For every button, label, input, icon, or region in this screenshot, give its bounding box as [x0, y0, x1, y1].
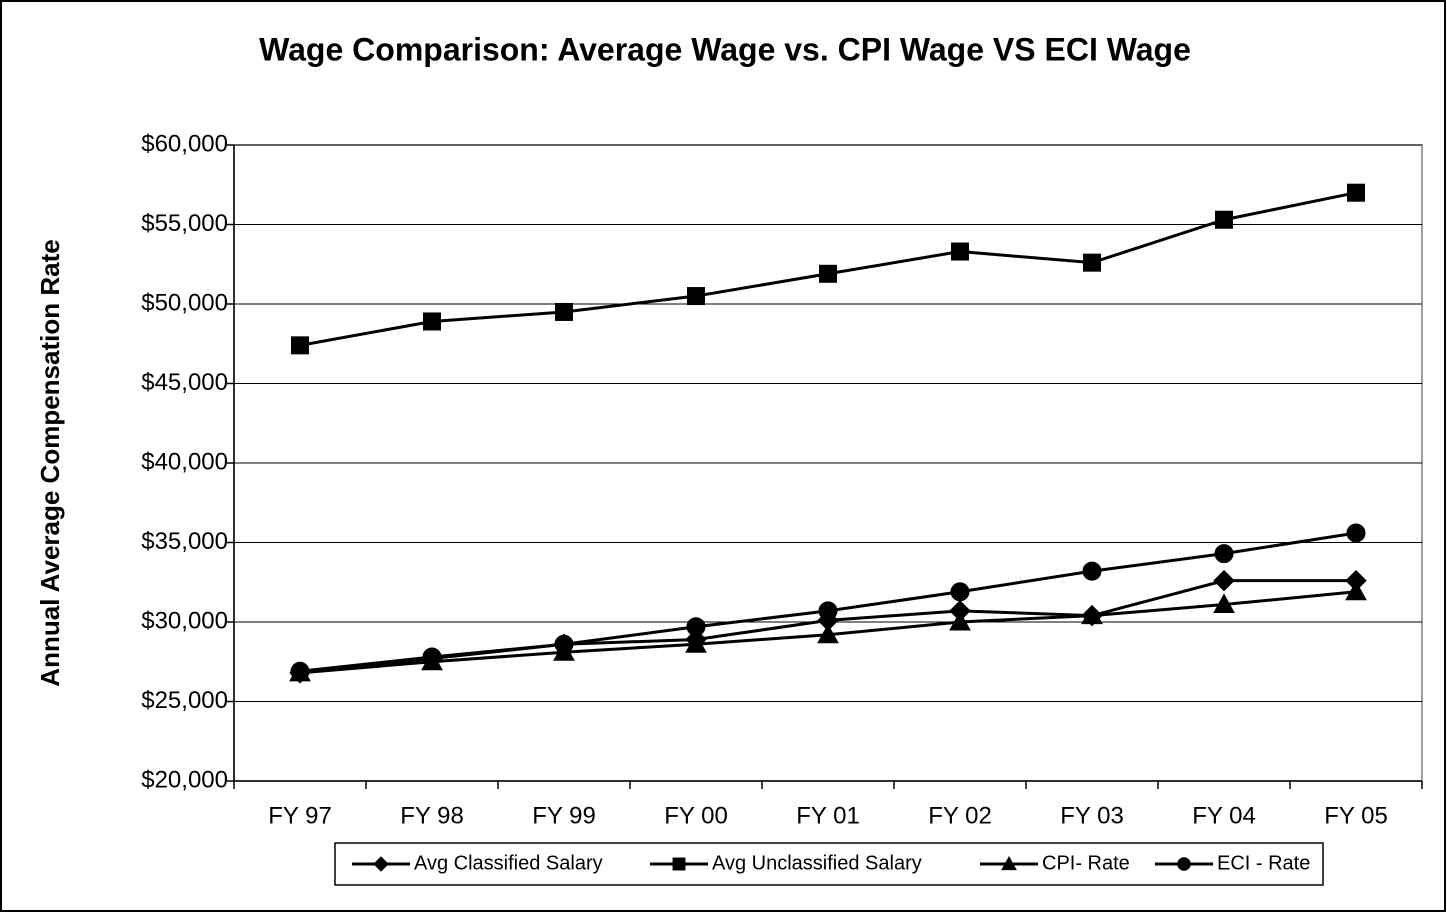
- y-tick-label: $20,000: [141, 766, 228, 793]
- y-tick-label: $60,000: [141, 130, 228, 157]
- marker: [1345, 580, 1367, 601]
- y-tick-label: $50,000: [141, 289, 228, 316]
- legend-label: CPI- Rate: [1042, 852, 1130, 874]
- marker: [1213, 569, 1235, 592]
- marker: [686, 617, 706, 637]
- marker: [1001, 855, 1017, 871]
- marker: [685, 633, 707, 653]
- marker: [554, 634, 574, 654]
- marker: [291, 336, 309, 355]
- x-tick-label: FY 98: [400, 802, 464, 829]
- x-tick-label: FY 01: [796, 802, 860, 829]
- marker: [290, 661, 310, 681]
- marker: [672, 857, 686, 871]
- marker: [950, 582, 970, 602]
- x-tick-label: FY 00: [664, 802, 728, 829]
- x-tick-label: FY 02: [928, 802, 992, 829]
- legend-label: Avg Unclassified Salary: [712, 852, 922, 874]
- marker: [423, 312, 441, 331]
- marker: [1214, 544, 1234, 564]
- marker: [819, 264, 837, 283]
- marker: [1213, 593, 1235, 614]
- chart-title: Wage Comparison: Average Wage vs. CPI Wa…: [259, 31, 1191, 67]
- marker: [817, 623, 839, 644]
- marker: [1083, 253, 1101, 272]
- y-tick-label: $30,000: [141, 607, 228, 634]
- marker: [422, 647, 442, 667]
- marker: [1082, 561, 1102, 581]
- legend-label: ECI - Rate: [1217, 852, 1310, 874]
- x-tick-label: FY 04: [1192, 802, 1256, 829]
- marker: [818, 601, 838, 621]
- y-axis-label: Annual Average Compensation Rate: [35, 239, 65, 686]
- marker: [373, 856, 389, 872]
- marker: [555, 302, 573, 321]
- x-tick-label: FY 97: [268, 802, 332, 829]
- x-tick-label: FY 03: [1060, 802, 1124, 829]
- x-tick-label: FY 99: [532, 802, 596, 829]
- marker: [1215, 210, 1233, 229]
- y-tick-label: $40,000: [141, 448, 228, 475]
- y-tick-label: $25,000: [141, 687, 228, 714]
- y-tick-label: $35,000: [141, 528, 228, 555]
- y-tick-label: $55,000: [141, 210, 228, 237]
- marker: [1081, 604, 1103, 625]
- marker: [951, 242, 969, 261]
- x-tick-label: FY 05: [1324, 802, 1388, 829]
- marker: [1177, 857, 1191, 871]
- marker: [687, 287, 705, 306]
- y-tick-label: $45,000: [141, 369, 228, 396]
- legend-label: Avg Classified Salary: [414, 852, 603, 874]
- marker: [1346, 523, 1366, 543]
- marker: [949, 610, 971, 631]
- marker: [1347, 183, 1365, 202]
